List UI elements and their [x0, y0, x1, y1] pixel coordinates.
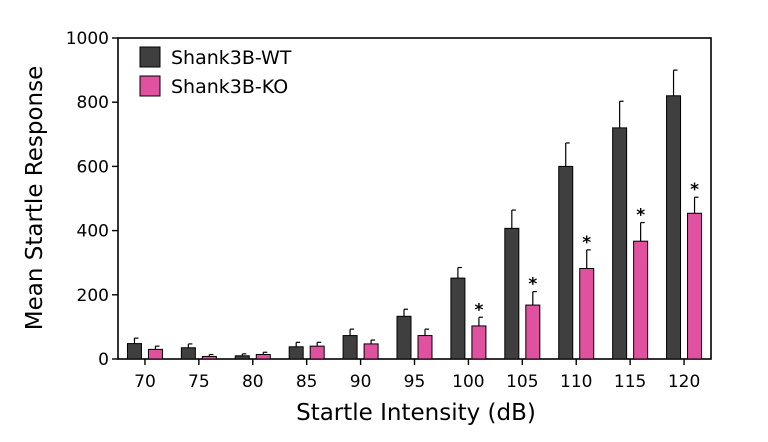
bar [255, 354, 271, 360]
y-tick-label: 1000 [66, 29, 109, 49]
bar [342, 335, 358, 360]
bar [180, 347, 196, 360]
plot-area: 0 200 400 600 800 1000 70 75 80 85 90 95 100 105 110 11… [66, 29, 712, 392]
y-tick-label: 600 [77, 157, 109, 177]
bar [471, 325, 487, 360]
legend-swatch [139, 75, 161, 97]
bar [666, 95, 682, 360]
significance-marker: * [636, 206, 645, 226]
significance-marker: * [690, 180, 699, 200]
y-tick-label: 800 [77, 93, 109, 113]
y-tick-label: 400 [77, 222, 109, 242]
bar [363, 343, 379, 360]
bar [504, 227, 520, 360]
bar [396, 315, 412, 360]
x-tick-label: 120 [668, 372, 700, 392]
x-tick-label: 70 [134, 372, 156, 392]
y-tick-label: 0 [98, 350, 109, 370]
x-tick-label: 80 [242, 372, 264, 392]
bar [147, 348, 163, 360]
x-tick-label: 75 [188, 372, 210, 392]
y-tick-label: 200 [77, 286, 109, 306]
bar [126, 343, 142, 360]
y-axis-title: Mean Startle Response [22, 66, 48, 330]
bar [288, 346, 304, 360]
bar [234, 355, 250, 360]
x-tick-label: 100 [452, 372, 484, 392]
legend-label: Shank3B-WT [171, 47, 292, 69]
bar [417, 335, 433, 360]
x-tick-label: 110 [560, 372, 592, 392]
significance-marker: * [474, 300, 483, 320]
legend: Shank3B-WT Shank3B-KO [139, 46, 292, 98]
x-tick-label: 105 [506, 372, 538, 392]
legend-swatch [139, 46, 161, 68]
bar [201, 355, 217, 360]
significance-marker: * [528, 275, 537, 295]
bar [687, 212, 703, 360]
x-tick-label: 90 [350, 372, 372, 392]
x-tick-label: 95 [404, 372, 426, 392]
bar [525, 304, 541, 360]
x-axis-title: Startle Intensity (dB) [296, 400, 536, 426]
significance-marker: * [582, 233, 591, 253]
bar [612, 127, 628, 360]
legend-label: Shank3B-KO [171, 76, 288, 98]
bar [633, 240, 649, 360]
bar [450, 277, 466, 360]
bar [309, 345, 325, 360]
x-tick-label: 85 [296, 372, 318, 392]
bar [579, 267, 595, 360]
bar [558, 165, 574, 360]
x-tick-label: 115 [614, 372, 646, 392]
